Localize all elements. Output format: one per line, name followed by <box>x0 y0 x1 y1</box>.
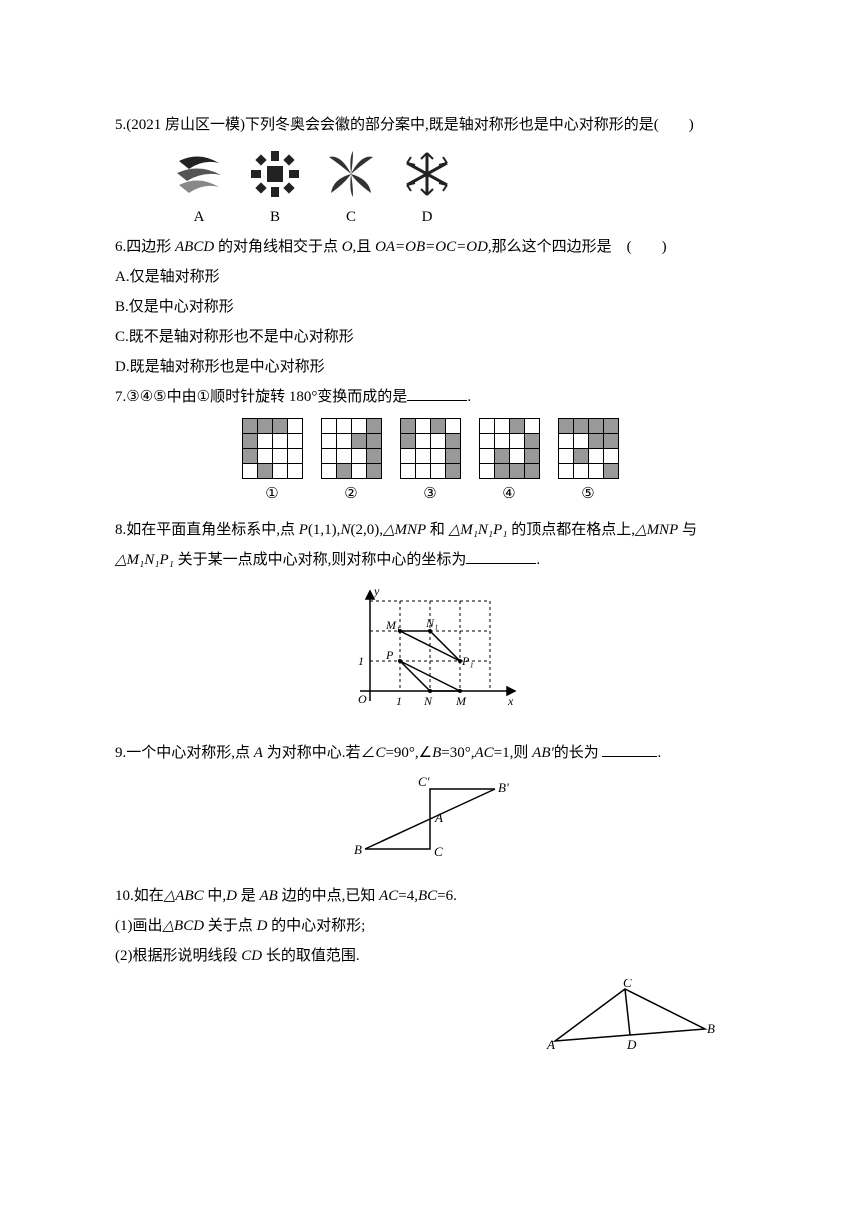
q6-stem: 6.四边形 ABCD 的对角线相交于点 O,且 OA=OB=OC=OD,那么这个… <box>115 232 745 262</box>
q6-choice-b: B.仅是中心对称形 <box>115 292 745 322</box>
svg-text:C: C <box>434 844 443 859</box>
q5-label-d: D <box>399 202 455 232</box>
svg-text:1: 1 <box>358 654 364 668</box>
q10-part2: (2)根据形说明线段 CD 长的取值范围. <box>115 941 745 971</box>
svg-text:A: A <box>434 810 443 825</box>
q7-stem: 7.③④⑤中由①顺时针旋转 180°变换而成的是. <box>115 382 745 412</box>
q5-label-a: A <box>171 202 227 232</box>
q5-label-b: B <box>247 202 303 232</box>
q9-figure: B C A C' B' <box>115 774 745 875</box>
q9-blank <box>602 741 657 757</box>
q10-figure: A B C D <box>115 979 745 1070</box>
emblem-c <box>323 146 379 202</box>
svg-text:N: N <box>423 694 433 708</box>
q7-grids: ①②③④⑤ <box>115 418 745 509</box>
svg-text:A: A <box>546 1037 555 1052</box>
svg-text:x: x <box>507 694 514 708</box>
q6-choice-c: C.既不是轴对称形也不是中心对称形 <box>115 322 745 352</box>
svg-text:1: 1 <box>396 694 402 708</box>
svg-text:N₁: N₁ <box>425 616 438 630</box>
q6-choice-d: D.既是轴对称形也是中心对称形 <box>115 352 745 382</box>
q5-label-c: C <box>323 202 379 232</box>
svg-text:C': C' <box>418 774 430 789</box>
q7-blank <box>407 385 467 401</box>
svg-text:B: B <box>354 842 362 857</box>
q9-stem: 9.一个中心对称形,点 A 为对称中心.若∠C=90°,∠B=30°,AC=1,… <box>115 738 745 768</box>
svg-text:M₁: M₁ <box>385 618 400 632</box>
q5-stem: 5.(2021 房山区一模)下列冬奥会会徽的部分案中,既是轴对称形也是中心对称形… <box>115 110 745 140</box>
emblem-d <box>399 146 455 202</box>
q8-stem: 8.如在平面直角坐标系中,点 P(1,1),N(2,0),△MNP 和 △M₁N… <box>115 515 745 575</box>
emblem-b <box>247 146 303 202</box>
q8-figure: O 1 1 y x P N M M₁ N₁ P₁ <box>115 581 745 732</box>
q10-part1: (1)画出△BCD 关于点 D 的中心对称形; <box>115 911 745 941</box>
svg-text:P₁: P₁ <box>461 654 474 668</box>
svg-text:O: O <box>358 692 367 706</box>
q6-choice-a: A.仅是轴对称形 <box>115 262 745 292</box>
svg-text:P: P <box>385 648 394 662</box>
q5-choice-images: A B <box>171 146 745 232</box>
emblem-a <box>171 146 227 202</box>
svg-text:B: B <box>707 1021 715 1036</box>
q8-blank <box>466 548 536 564</box>
svg-text:C: C <box>623 979 632 990</box>
svg-text:B': B' <box>498 780 509 795</box>
svg-text:D: D <box>626 1037 637 1052</box>
svg-text:y: y <box>373 584 380 598</box>
q10-stem: 10.如在△ABC 中,D 是 AB 边的中点,已知 AC=4,BC=6. <box>115 881 745 911</box>
svg-text:M: M <box>455 694 467 708</box>
